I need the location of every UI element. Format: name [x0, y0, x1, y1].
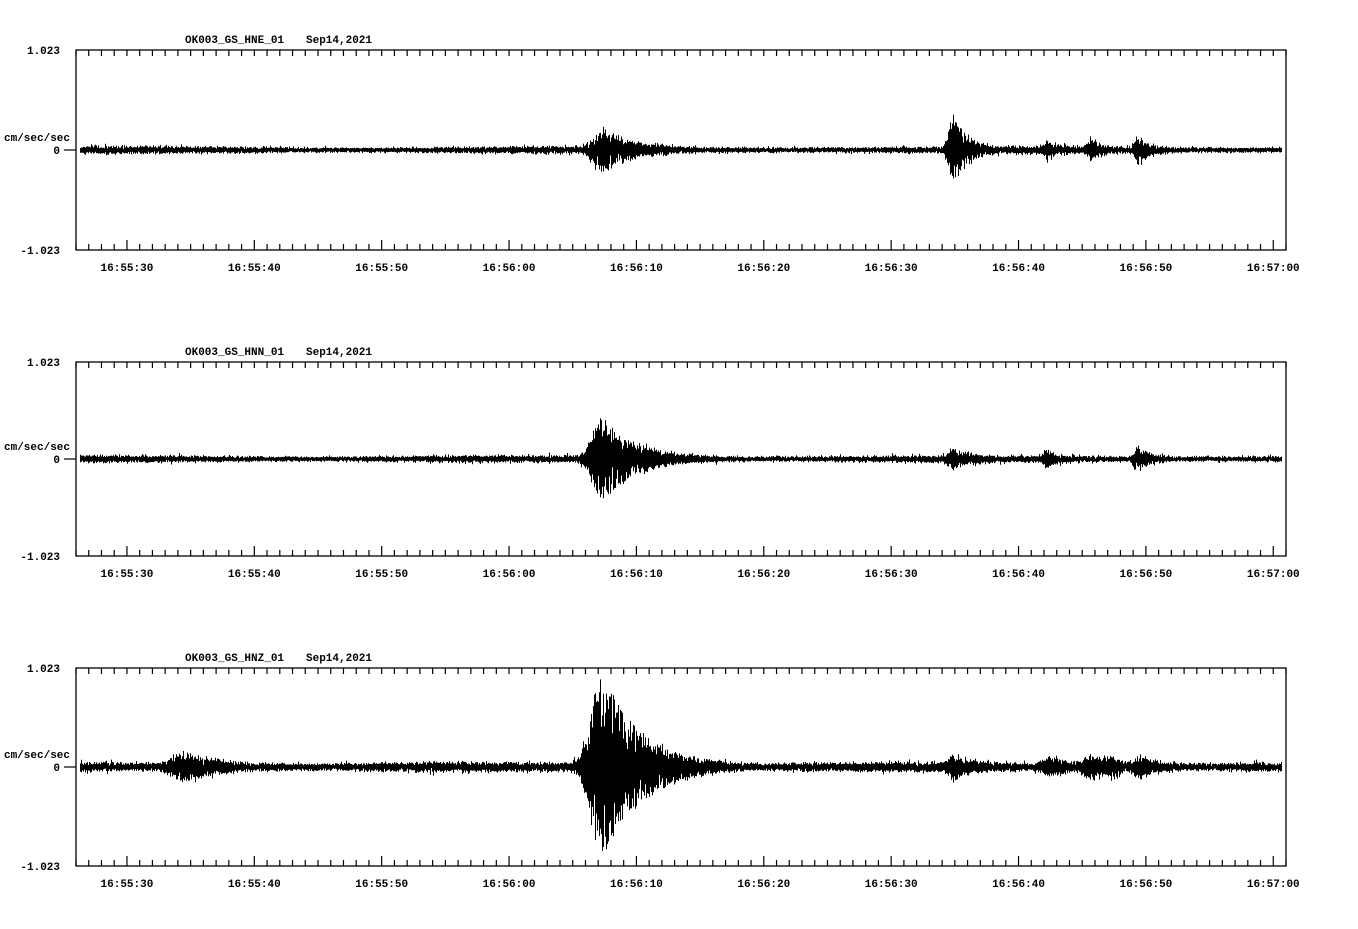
svg-text:16:56:30: 16:56:30: [865, 879, 918, 891]
svg-text:16:55:30: 16:55:30: [101, 879, 154, 891]
svg-text:16:55:50: 16:55:50: [355, 879, 408, 891]
svg-text:Sep14,2021: Sep14,2021: [306, 35, 372, 47]
svg-text:-1.023: -1.023: [20, 552, 60, 564]
svg-text:16:56:00: 16:56:00: [483, 879, 536, 891]
svg-text:16:55:40: 16:55:40: [228, 879, 281, 891]
svg-text:16:56:50: 16:56:50: [1119, 263, 1172, 275]
svg-text:Sep14,2021: Sep14,2021: [306, 653, 372, 665]
svg-text:16:56:40: 16:56:40: [992, 879, 1045, 891]
svg-text:16:56:00: 16:56:00: [483, 569, 536, 581]
svg-text:16:56:20: 16:56:20: [737, 879, 790, 891]
svg-text:16:56:30: 16:56:30: [865, 569, 918, 581]
svg-text:16:57:00: 16:57:00: [1247, 569, 1300, 581]
svg-text:Sep14,2021: Sep14,2021: [306, 347, 372, 359]
svg-text:16:56:10: 16:56:10: [610, 569, 663, 581]
svg-text:16:57:00: 16:57:00: [1247, 879, 1300, 891]
svg-text:cm/sec/sec: cm/sec/sec: [4, 133, 70, 145]
svg-text:16:56:40: 16:56:40: [992, 263, 1045, 275]
svg-text:OK003_GS_HNZ_01: OK003_GS_HNZ_01: [185, 653, 284, 665]
svg-text:0: 0: [53, 763, 60, 775]
svg-text:cm/sec/sec: cm/sec/sec: [4, 750, 70, 762]
svg-text:-1.023: -1.023: [20, 862, 60, 874]
svg-text:1.023: 1.023: [27, 358, 60, 370]
svg-text:16:56:20: 16:56:20: [737, 263, 790, 275]
svg-text:16:56:40: 16:56:40: [992, 569, 1045, 581]
svg-text:16:56:10: 16:56:10: [610, 263, 663, 275]
svg-text:0: 0: [53, 455, 60, 467]
svg-text:16:55:30: 16:55:30: [101, 263, 154, 275]
svg-text:OK003_GS_HNE_01: OK003_GS_HNE_01: [185, 35, 284, 47]
svg-text:16:55:40: 16:55:40: [228, 263, 281, 275]
svg-text:16:55:50: 16:55:50: [355, 263, 408, 275]
svg-text:16:56:10: 16:56:10: [610, 879, 663, 891]
svg-text:0: 0: [53, 146, 60, 158]
svg-text:16:56:00: 16:56:00: [483, 263, 536, 275]
svg-text:1.023: 1.023: [27, 664, 60, 676]
svg-text:16:55:30: 16:55:30: [101, 569, 154, 581]
svg-text:OK003_GS_HNN_01: OK003_GS_HNN_01: [185, 347, 284, 359]
svg-text:16:55:40: 16:55:40: [228, 569, 281, 581]
svg-text:1.023: 1.023: [27, 46, 60, 58]
svg-text:16:57:00: 16:57:00: [1247, 263, 1300, 275]
svg-text:16:56:50: 16:56:50: [1119, 879, 1172, 891]
svg-text:cm/sec/sec: cm/sec/sec: [4, 442, 70, 454]
svg-text:16:56:20: 16:56:20: [737, 569, 790, 581]
svg-text:16:56:30: 16:56:30: [865, 263, 918, 275]
svg-text:16:55:50: 16:55:50: [355, 569, 408, 581]
svg-text:16:56:50: 16:56:50: [1119, 569, 1172, 581]
svg-text:-1.023: -1.023: [20, 246, 60, 258]
